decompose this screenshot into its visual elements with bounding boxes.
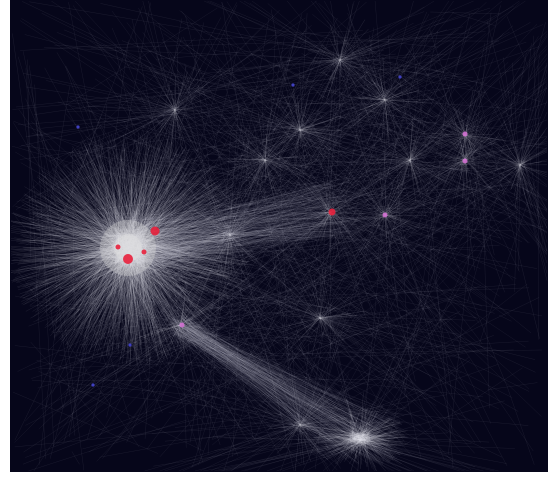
edge-bundle xyxy=(131,19,548,472)
nodes xyxy=(76,75,468,387)
node xyxy=(462,131,468,137)
node xyxy=(76,125,80,129)
node xyxy=(398,75,402,79)
node xyxy=(150,226,160,236)
edge-bundle xyxy=(312,408,409,468)
cluster-core xyxy=(100,220,156,276)
node xyxy=(91,383,95,387)
node xyxy=(382,212,388,218)
node xyxy=(128,343,132,347)
node xyxy=(123,254,133,264)
node xyxy=(115,244,121,250)
node xyxy=(179,322,185,328)
canvas-background xyxy=(10,0,548,472)
node xyxy=(328,208,336,216)
node xyxy=(141,249,147,255)
edges xyxy=(10,0,548,472)
node xyxy=(462,158,468,164)
edge-bundle xyxy=(100,181,405,466)
node xyxy=(291,83,295,87)
cluster-core xyxy=(114,234,142,262)
